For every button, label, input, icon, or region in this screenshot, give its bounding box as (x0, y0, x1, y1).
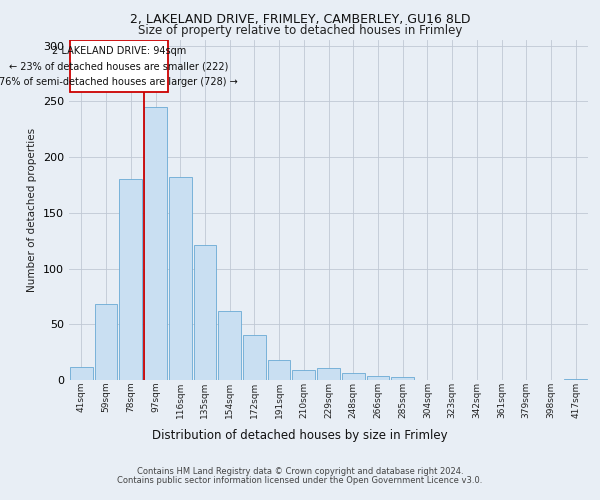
Bar (342, 374, 365, 380)
Text: Contains HM Land Registry data © Crown copyright and database right 2024.: Contains HM Land Registry data © Crown c… (137, 467, 463, 476)
Bar (95, 304, 118, 380)
Text: Distribution of detached houses by size in Frimley: Distribution of detached houses by size … (152, 430, 448, 442)
Bar (70, 366, 93, 380)
Bar (367, 376, 389, 380)
Bar (292, 370, 315, 380)
Bar (243, 336, 266, 380)
Bar (144, 107, 167, 380)
FancyBboxPatch shape (70, 40, 168, 92)
Bar (268, 360, 290, 380)
Bar (218, 311, 241, 380)
Text: Size of property relative to detached houses in Frimley: Size of property relative to detached ho… (138, 24, 462, 37)
Bar (564, 379, 587, 380)
Bar (391, 376, 414, 380)
Text: 2, LAKELAND DRIVE, FRIMLEY, CAMBERLEY, GU16 8LD: 2, LAKELAND DRIVE, FRIMLEY, CAMBERLEY, G… (130, 12, 470, 26)
Bar (169, 177, 191, 380)
Bar (194, 245, 216, 380)
Text: 2 LAKELAND DRIVE: 94sqm
← 23% of detached houses are smaller (222)
76% of semi-d: 2 LAKELAND DRIVE: 94sqm ← 23% of detache… (0, 46, 238, 87)
Bar (317, 368, 340, 380)
Bar (119, 180, 142, 380)
Y-axis label: Number of detached properties: Number of detached properties (28, 128, 37, 292)
Text: Contains public sector information licensed under the Open Government Licence v3: Contains public sector information licen… (118, 476, 482, 485)
